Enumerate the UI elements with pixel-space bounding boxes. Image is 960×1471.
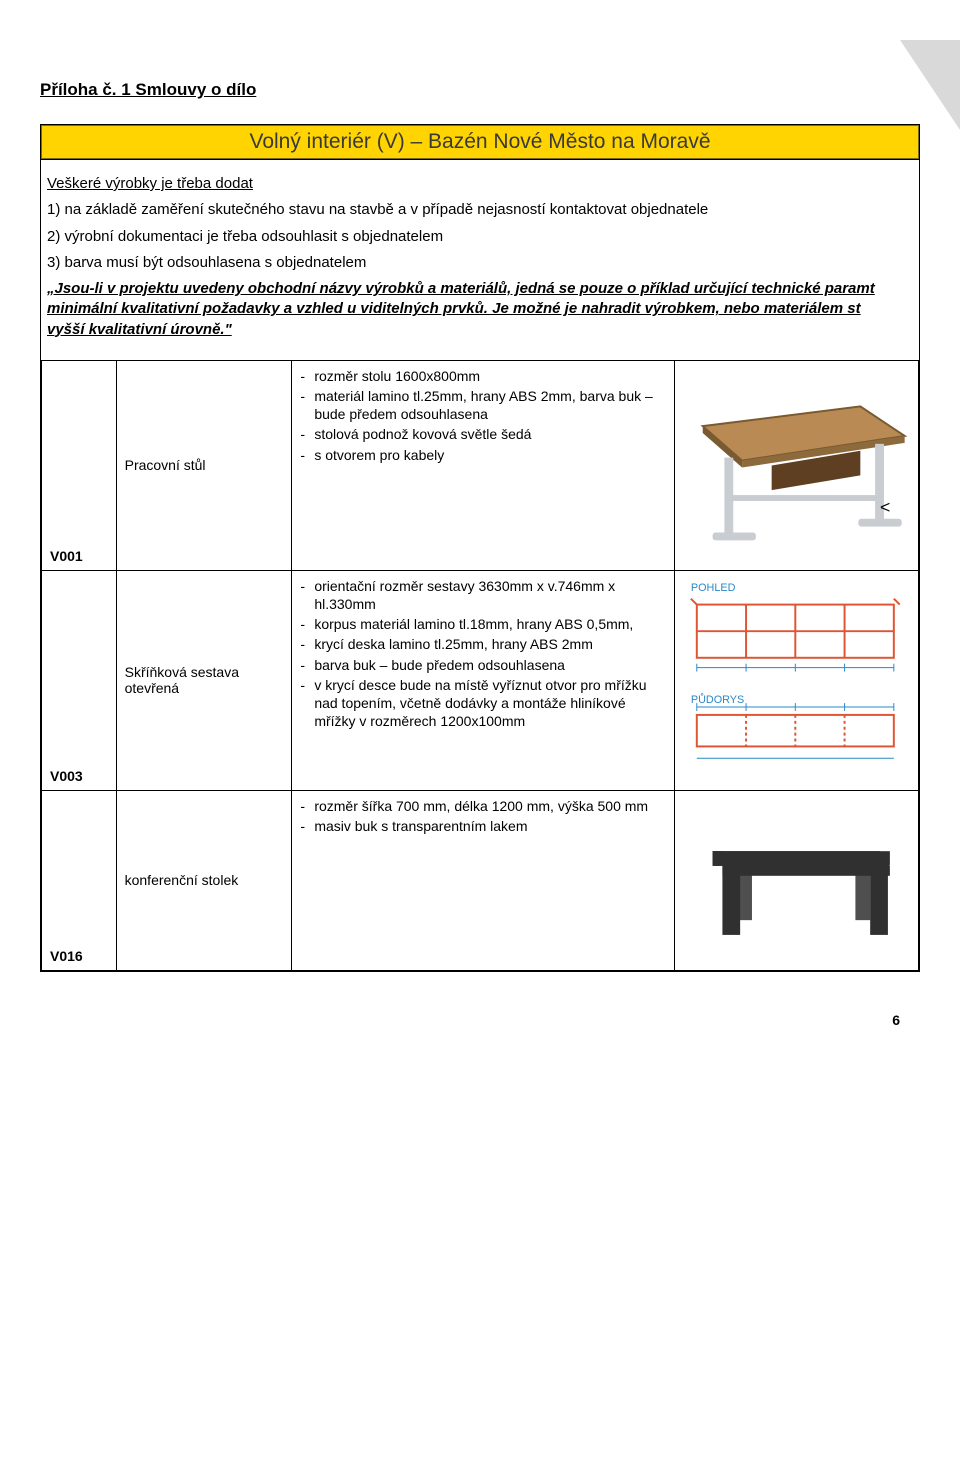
content-box: Volný interiér (V) – Bazén Nové Město na… xyxy=(40,124,920,972)
spec-line: korpus materiál lamino tl.18mm, hrany AB… xyxy=(300,615,666,633)
diagram-label-bottom: PŮDORYS xyxy=(691,693,744,706)
intro-note-3: vyšší kvalitativní úrovně." xyxy=(47,321,232,338)
section-banner: Volný interiér (V) – Bazén Nové Město na… xyxy=(41,125,919,159)
intro-note-2: minimální kvalitativní požadavky a vzhle… xyxy=(47,300,861,317)
intro-line-3: 3) barva musí být odsouhlasena s objedna… xyxy=(47,253,913,273)
table-row: V016 konferenční stolek rozměr šířka 700… xyxy=(42,790,919,970)
spec-line: rozměr šířka 700 mm, délka 1200 mm, výšk… xyxy=(300,797,666,815)
item-description: rozměr šířka 700 mm, délka 1200 mm, výšk… xyxy=(292,790,675,970)
spec-line: materiál lamino tl.25mm, hrany ABS 2mm, … xyxy=(300,387,666,423)
spec-line: krycí deska lamino tl.25mm, hrany ABS 2m… xyxy=(300,635,666,653)
item-code: V001 xyxy=(42,360,117,570)
item-name: Pracovní stůl xyxy=(116,360,292,570)
intro-line-2: 2) výrobní dokumentaci je třeba odsouhla… xyxy=(47,227,913,247)
item-image: < xyxy=(675,360,919,570)
table-row: V003 Skříňková sestava otevřená orientač… xyxy=(42,570,919,790)
item-description: orientační rozměr sestavy 3630mm x v.746… xyxy=(292,570,675,790)
spec-line: barva buk – bude předem odsouhlasena xyxy=(300,656,666,674)
item-name: konferenční stolek xyxy=(116,790,292,970)
intro-note-1: „Jsou-li v projektu uvedeny obchodní náz… xyxy=(47,280,875,297)
diagram-label-top: POHLED xyxy=(691,582,736,594)
banner-table: Volný interiér (V) – Bazén Nové Město na… xyxy=(41,125,919,159)
spec-line: v krycí desce bude na místě vyříznut otv… xyxy=(300,676,666,731)
desk-icon: < xyxy=(683,367,910,564)
intro-line-1: 1) na základě zaměření skutečného stavu … xyxy=(47,200,913,220)
items-table: V001 Pracovní stůl rozměr stolu 1600x800… xyxy=(41,360,919,971)
spec-line: s otvorem pro kabely xyxy=(300,446,666,464)
item-image: POHLED xyxy=(675,570,919,790)
table-row: V001 Pracovní stůl rozměr stolu 1600x800… xyxy=(42,360,919,570)
spec-line: masiv buk s transparentním lakem xyxy=(300,817,666,835)
item-image xyxy=(675,790,919,970)
item-name: Skříňková sestava otevřená xyxy=(116,570,292,790)
spec-line: orientační rozměr sestavy 3630mm x v.746… xyxy=(300,577,666,613)
svg-text:<: < xyxy=(880,497,890,517)
shelf-diagram-icon: POHLED xyxy=(683,577,910,784)
page-corner-fold xyxy=(900,40,960,130)
item-code: V016 xyxy=(42,790,117,970)
spec-line: rozměr stolu 1600x800mm xyxy=(300,367,666,385)
document-title: Příloha č. 1 Smlouvy o dílo xyxy=(40,80,920,100)
spec-line: stolová podnož kovová světle šedá xyxy=(300,425,666,443)
item-description: rozměr stolu 1600x800mm materiál lamino … xyxy=(292,360,675,570)
page-number: 6 xyxy=(40,1012,920,1028)
coffee-table-icon xyxy=(683,797,910,964)
item-code: V003 xyxy=(42,570,117,790)
intro-block: Veškeré výrobky je třeba dodat 1) na zák… xyxy=(41,159,919,360)
intro-lead: Veškeré výrobky je třeba dodat xyxy=(47,175,253,192)
